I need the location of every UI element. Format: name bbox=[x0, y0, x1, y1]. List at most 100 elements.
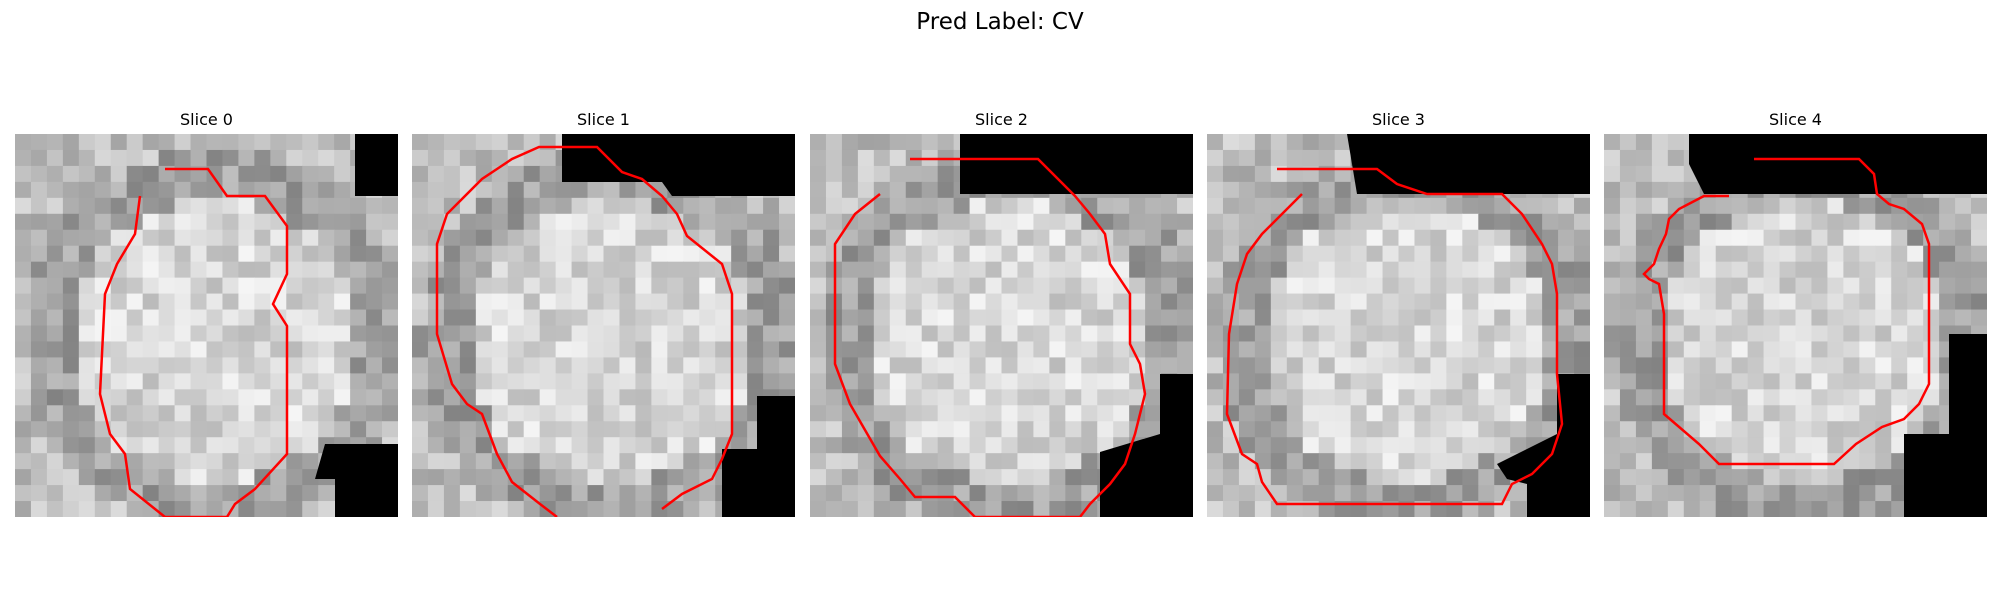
image-pixel bbox=[1382, 245, 1400, 263]
image-pixel bbox=[1667, 405, 1685, 422]
image-pixel bbox=[475, 134, 493, 151]
image-pixel bbox=[142, 421, 160, 438]
image-pixel bbox=[1081, 309, 1098, 327]
image-pixel bbox=[1891, 357, 1908, 374]
image-pixel bbox=[1859, 405, 1876, 422]
image-pixel bbox=[1763, 373, 1781, 390]
image-pixel bbox=[1891, 373, 1908, 390]
image-pixel bbox=[539, 245, 557, 263]
image-pixel bbox=[603, 245, 621, 263]
image-pixel bbox=[1478, 469, 1495, 486]
image-pixel bbox=[1779, 261, 1797, 279]
image-pixel bbox=[110, 341, 128, 359]
image-pixel bbox=[1081, 373, 1098, 390]
image-pixel bbox=[1619, 197, 1637, 215]
image-pixel bbox=[1859, 229, 1876, 247]
image-pixel bbox=[1017, 245, 1035, 263]
image-pixel bbox=[1667, 325, 1685, 343]
image-pixel bbox=[1081, 245, 1098, 263]
image-pixel bbox=[475, 261, 493, 279]
image-pixel bbox=[238, 405, 255, 422]
image-pixel bbox=[1859, 469, 1876, 486]
image-pixel bbox=[699, 501, 716, 517]
image-pixel bbox=[1779, 325, 1797, 343]
image-pixel bbox=[571, 501, 589, 517]
image-pixel bbox=[810, 469, 827, 486]
image-pixel bbox=[286, 469, 303, 486]
image-pixel bbox=[1763, 469, 1781, 486]
image-pixel bbox=[1510, 389, 1527, 406]
image-pixel bbox=[635, 405, 652, 422]
image-pixel bbox=[1254, 229, 1272, 247]
image-pixel bbox=[427, 181, 445, 199]
image-pixel bbox=[1494, 421, 1511, 438]
image-pixel bbox=[142, 197, 160, 215]
image-pixel bbox=[350, 389, 367, 406]
image-pixel bbox=[1113, 389, 1130, 406]
image-pixel bbox=[302, 405, 319, 422]
image-pixel bbox=[15, 181, 32, 199]
image-pixel bbox=[921, 453, 939, 470]
image-pixel bbox=[412, 197, 429, 215]
image-pixel bbox=[1683, 245, 1701, 263]
image-pixel bbox=[1891, 245, 1908, 263]
image-pixel bbox=[1097, 373, 1114, 390]
image-pixel bbox=[94, 213, 112, 231]
image-pixel bbox=[1635, 277, 1653, 295]
image-pixel bbox=[1574, 293, 1590, 311]
image-pixel bbox=[412, 405, 429, 422]
image-pixel bbox=[110, 453, 128, 470]
image-pixel bbox=[190, 341, 208, 359]
image-pixel bbox=[683, 501, 700, 517]
image-pixel bbox=[1667, 181, 1685, 199]
image-pixel bbox=[142, 309, 160, 327]
image-pixel bbox=[1177, 245, 1193, 263]
image-pixel bbox=[587, 389, 605, 406]
image-pixel bbox=[1731, 293, 1749, 311]
image-pixel bbox=[651, 373, 668, 390]
image-pixel bbox=[1462, 405, 1479, 422]
image-pixel bbox=[1715, 293, 1733, 311]
image-pixel bbox=[1462, 261, 1479, 279]
image-pixel bbox=[1827, 373, 1844, 390]
image-pixel bbox=[1619, 357, 1637, 374]
image-pixel bbox=[158, 134, 176, 151]
image-pixel bbox=[715, 309, 732, 327]
image-pixel bbox=[905, 501, 923, 517]
image-pixel bbox=[475, 165, 493, 183]
image-pixel bbox=[1097, 309, 1114, 327]
image-pixel bbox=[334, 134, 351, 151]
image-pixel bbox=[1366, 309, 1384, 327]
image-pixel bbox=[1366, 421, 1384, 438]
image-pixel bbox=[921, 165, 939, 183]
image-pixel bbox=[1843, 469, 1860, 486]
image-pixel bbox=[1635, 325, 1653, 343]
image-pixel bbox=[841, 357, 859, 374]
image-pixel bbox=[1494, 245, 1511, 263]
image-pixel bbox=[857, 341, 875, 359]
image-pixel bbox=[1302, 181, 1320, 199]
image-pixel bbox=[366, 261, 383, 279]
image-pixel bbox=[921, 213, 939, 231]
image-pixel bbox=[667, 357, 684, 374]
image-pixel bbox=[523, 181, 541, 199]
image-pixel bbox=[1017, 293, 1035, 311]
image-pixel bbox=[94, 197, 112, 215]
image-pixel bbox=[459, 197, 477, 215]
mask-region bbox=[315, 444, 398, 517]
image-pixel bbox=[318, 245, 335, 263]
image-pixel bbox=[1334, 197, 1352, 215]
image-pixel bbox=[905, 245, 923, 263]
image-pixel bbox=[1478, 389, 1495, 406]
image-pixel bbox=[810, 437, 827, 454]
image-pixel bbox=[30, 181, 48, 199]
image-pixel bbox=[238, 245, 255, 263]
image-pixel bbox=[412, 389, 429, 406]
image-pixel bbox=[1334, 149, 1352, 167]
image-pixel bbox=[1779, 277, 1797, 295]
image-pixel bbox=[1811, 261, 1829, 279]
image-pixel bbox=[1238, 325, 1256, 343]
image-pixel bbox=[873, 421, 891, 438]
image-pixel bbox=[62, 245, 80, 263]
image-pixel bbox=[475, 357, 493, 374]
